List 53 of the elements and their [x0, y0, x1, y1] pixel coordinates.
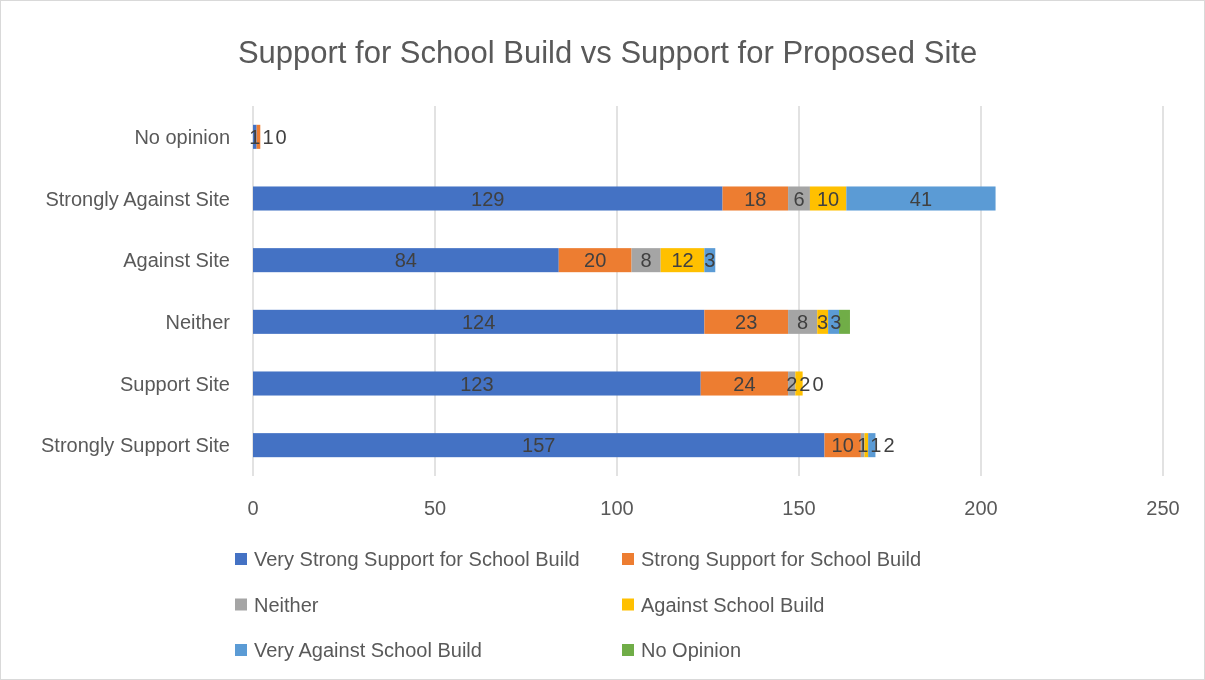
x-tick-label: 150 — [782, 497, 816, 519]
data-label: 41 — [909, 187, 933, 210]
bar — [722, 186, 789, 211]
bar — [253, 248, 559, 273]
y-tick-label: Support Site — [119, 372, 230, 395]
data-label: 157 — [522, 434, 556, 457]
bar — [253, 186, 723, 211]
data-label: 18 — [744, 187, 767, 210]
legend-label: Neither — [254, 593, 319, 616]
bar — [839, 309, 850, 334]
x-tick-label: 0 — [247, 497, 259, 519]
legend-label: Very Strong Support for School Build — [254, 548, 580, 570]
bar — [253, 371, 701, 396]
y-tick-label: Against Site — [123, 249, 230, 272]
data-label: 3 — [704, 249, 716, 272]
data-label: 8 — [797, 310, 809, 333]
x-tick-label: 50 — [423, 497, 447, 519]
data-label: 3 — [817, 310, 829, 333]
x-tick-label: 250 — [1146, 497, 1180, 519]
x-tick-label: 100 — [600, 497, 634, 519]
bar — [846, 186, 996, 211]
data-label: 123 — [460, 372, 494, 395]
bar — [558, 248, 632, 273]
bar — [704, 309, 789, 334]
x-tick-label: 200 — [964, 497, 998, 519]
chart-title: Support for School Build vs Support for Proposed Site — [237, 34, 978, 70]
data-label: 0 — [812, 372, 824, 395]
data-label: 124 — [461, 310, 496, 333]
data-label: 10 — [831, 434, 854, 457]
legend-label: Strong Support for School Build — [641, 548, 922, 570]
data-label: 1 — [262, 125, 274, 148]
legend-label: Very Against School Build — [254, 639, 482, 661]
y-tick-label: Neither — [165, 310, 231, 333]
data-label: 8 — [640, 249, 652, 272]
bar — [253, 309, 705, 334]
data-label: 129 — [471, 187, 505, 210]
data-label: 10 — [816, 187, 840, 210]
data-label: 6 — [793, 187, 805, 210]
data-label: 1 — [249, 125, 261, 148]
data-label: 12 — [671, 249, 694, 272]
bar — [700, 371, 789, 396]
data-label: 2 — [883, 434, 895, 457]
bar — [253, 433, 825, 458]
data-label: 84 — [394, 249, 418, 272]
y-tick-label: No opinion — [134, 125, 230, 148]
legend-label: No Opinion — [641, 639, 742, 661]
legend-label: Against School Build — [641, 593, 825, 616]
data-label: 24 — [733, 372, 756, 395]
y-tick-label: Strongly Support Site — [41, 434, 230, 457]
data-label: 20 — [584, 249, 607, 272]
y-tick-label: Strongly Against Site — [45, 187, 230, 210]
data-label: 23 — [735, 310, 758, 333]
data-label: 0 — [275, 125, 287, 148]
